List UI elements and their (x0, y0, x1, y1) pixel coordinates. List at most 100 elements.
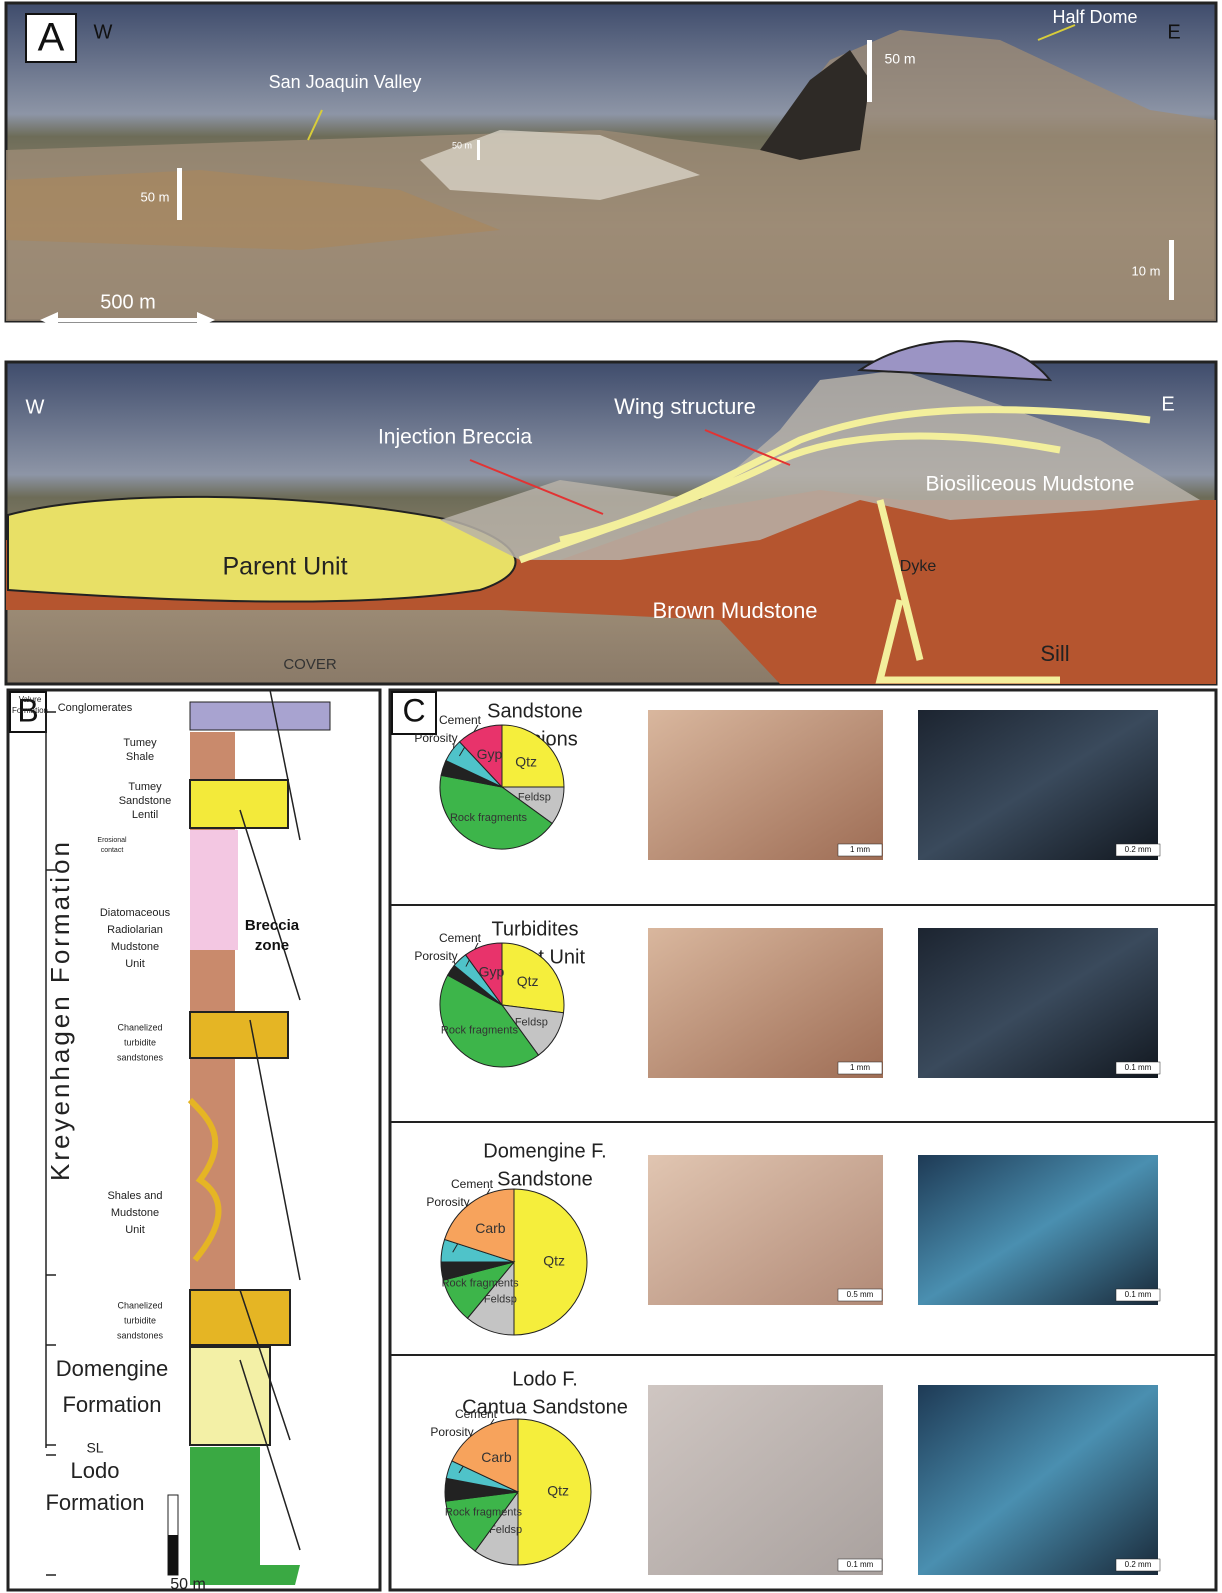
pie-slice (458, 724, 503, 789)
row-title: Domengine F. (483, 1140, 606, 1162)
pie-label: Rock fragments (442, 1277, 520, 1289)
label: zone (255, 937, 289, 954)
label: Breccia (245, 917, 300, 934)
label: Shale (126, 751, 154, 763)
label: Mudstone (111, 941, 159, 953)
pie-label: Gyp (477, 746, 503, 762)
scale-bar-box (1115, 1558, 1161, 1572)
scale-label: 0.1 mm (1125, 1063, 1152, 1072)
label: Chanelized (117, 1022, 162, 1032)
petrography-panel (388, 688, 1218, 1592)
label: 50 m (170, 1576, 206, 1593)
label: Unit (125, 1224, 145, 1236)
scale-label: 0.1 mm (847, 1560, 874, 1569)
label: Lentil (132, 809, 158, 821)
pie-label: Gyp (479, 963, 505, 979)
pie-label: Porosity (414, 949, 457, 963)
label: Erosional (97, 837, 127, 844)
label: Wing structure (614, 394, 756, 419)
label: Formation (62, 1392, 161, 1417)
pie-slice (451, 1418, 519, 1493)
label: 50 m (452, 140, 472, 150)
label: Radiolarian (107, 924, 163, 936)
label: turbidite (124, 1315, 156, 1325)
pie-label: Rock fragments (441, 1024, 519, 1036)
pie-label: Porosity (426, 1195, 469, 1209)
pie-label: Cement (455, 1407, 498, 1421)
pie-label: Qtz (517, 973, 539, 989)
label: Diatomaceous (100, 907, 171, 919)
label: W (94, 21, 113, 43)
label: Injection Breccia (378, 426, 532, 449)
label: Parent Unit (222, 553, 347, 581)
label: Valure (19, 695, 42, 704)
pie-label: Qtz (547, 1483, 569, 1499)
scale-bar-box (1115, 1288, 1161, 1302)
label: contact (101, 847, 124, 854)
scale-label: 0.5 mm (847, 1290, 874, 1299)
row-title: Lodo F. (512, 1368, 578, 1390)
label: 50 m (141, 189, 170, 204)
label: 50 m (884, 51, 915, 67)
label: Formation (12, 706, 48, 715)
label: Tumey (128, 781, 162, 793)
label: sandstones (117, 1052, 164, 1062)
pie-label: Cement (451, 1177, 494, 1191)
pie-slice (517, 1418, 592, 1566)
label: Brown Mudstone (652, 598, 817, 623)
label: E (1161, 393, 1174, 415)
scale-label: 0.1 mm (1125, 1290, 1152, 1299)
label: San Joaquin Valley (269, 72, 422, 92)
pie-slice (443, 1188, 515, 1263)
interpretation-panel (4, 340, 1218, 686)
label: Shales and (107, 1190, 162, 1202)
pie-label: Carb (475, 1220, 506, 1236)
label: Domengine (56, 1356, 169, 1381)
pie-slice (439, 774, 553, 850)
scale-bar-box (837, 1288, 883, 1302)
row-title: Sandstone (497, 1168, 593, 1190)
pie-label: Rock fragments (445, 1506, 523, 1518)
leader-line (453, 960, 459, 976)
label: SL (86, 1440, 103, 1456)
row-title: Turbidites (491, 918, 578, 940)
row-title: Cantua Sandstone (462, 1396, 628, 1418)
stratigraphic-column-panel (6, 688, 382, 1592)
pie-label: Porosity (414, 731, 457, 745)
pie-label: Feldsp (518, 791, 551, 803)
label: Sill (1040, 641, 1069, 666)
pie-slice (501, 942, 565, 1014)
label: Tumey (123, 737, 157, 749)
pie-slice (501, 724, 565, 788)
scale-label: 0.2 mm (1125, 845, 1152, 854)
scale-bar-box (1115, 1061, 1161, 1075)
label: Kreyenhagen Formation (45, 839, 75, 1181)
label: 10 m (1132, 263, 1161, 278)
pie-label: Cement (439, 713, 482, 727)
scale-label: 1 mm (850, 845, 870, 854)
label: Conglomerates (58, 702, 133, 714)
label: Unit (125, 958, 145, 970)
pie-label: Feldsp (484, 1294, 517, 1306)
label: 500 m (100, 291, 156, 313)
scale-bar-box (837, 843, 883, 857)
panel-label: C (402, 692, 425, 728)
pie-label: Feldsp (515, 1016, 548, 1028)
scale-label: 1 mm (850, 1063, 870, 1072)
pie-label: Feldsp (489, 1524, 522, 1536)
pie-slice (439, 974, 540, 1068)
label: sandstones (117, 1330, 164, 1340)
pie-label: Porosity (430, 1425, 473, 1439)
label: Mudstone (111, 1207, 159, 1219)
pie-label: Qtz (515, 754, 537, 770)
label: Sandstone (119, 795, 172, 807)
pie-slice (513, 1188, 588, 1336)
pie-label: Cement (439, 931, 482, 945)
label: Half Dome (1052, 7, 1137, 27)
pie-label: Qtz (543, 1253, 565, 1269)
scale-bar-box (837, 1061, 883, 1075)
pie-label: Rock fragments (450, 812, 528, 824)
row-title: Sandstone (487, 700, 583, 722)
pie-slice (464, 942, 503, 1007)
